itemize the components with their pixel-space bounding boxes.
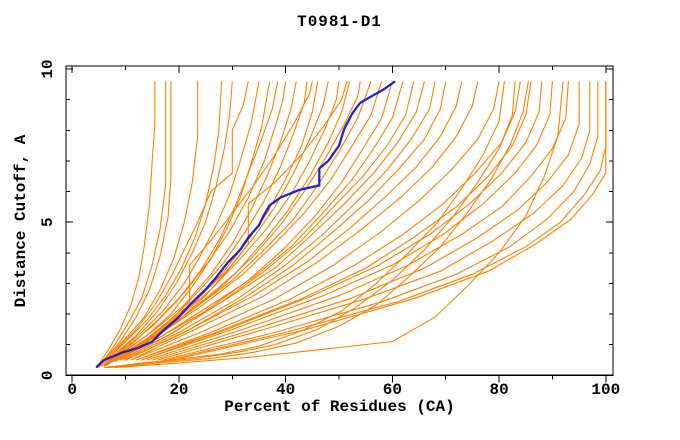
model-curve [109,81,340,364]
model-curve [104,81,505,369]
model-curve [98,81,223,367]
model-curve [95,81,156,368]
model-curve [98,81,167,368]
y-tick-label: 5 [39,217,57,227]
model-curve [103,81,297,366]
model-curve [106,81,329,366]
model-curve [152,81,580,361]
model-curve [125,81,463,361]
model-curve [117,81,404,361]
model-curve [103,81,348,367]
model-curve [122,81,436,361]
x-tick-label: 40 [276,381,295,399]
x-tick-label: 0 [67,381,77,399]
y-tick-label: 10 [39,59,57,78]
x-tick-label: 20 [169,381,188,399]
model-curve [106,81,516,369]
model-curve [157,81,591,361]
model-curve [141,81,543,361]
chart-title: T0981-D1 [297,13,382,31]
model-curve [109,81,529,369]
highlighted-model-curve [95,80,396,369]
x-axis-title: Percent of Residues (CA) [224,398,455,416]
model-curve [141,81,553,361]
model-curve [168,81,607,361]
model-curve [178,81,607,360]
x-tick-label: 60 [383,381,402,399]
model-curve [101,81,313,367]
model-curve [114,81,393,362]
x-tick-label: 100 [591,381,620,399]
model-curve [101,81,233,367]
model-curve [98,81,199,367]
model-curve [114,81,564,369]
model-curve [114,81,383,361]
model-curve [125,81,447,361]
model-curve [101,81,271,367]
model-curve [130,81,479,361]
model-curve [146,81,569,361]
model-curve [136,81,521,361]
model-curve [103,81,260,367]
y-axis-title: Distance Cutoff, A [12,134,30,308]
y-tick-label: 0 [39,370,57,380]
model-curve [119,81,425,361]
model-curve [136,81,532,361]
model-curve [130,81,500,361]
model-curve [98,81,249,367]
model-curve [106,81,287,364]
x-tick-label: 80 [489,381,508,399]
